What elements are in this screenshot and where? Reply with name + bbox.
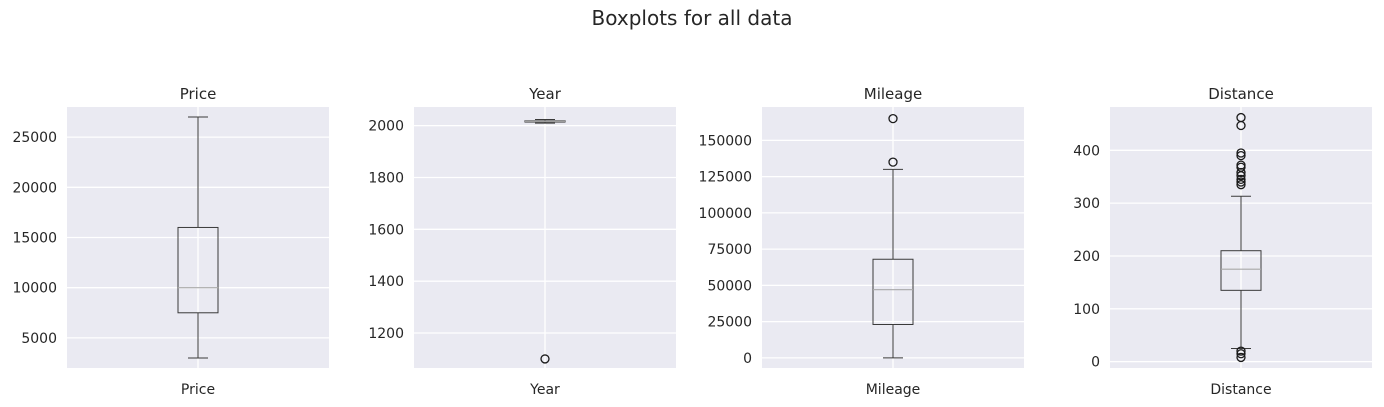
y-tick-label: 125000 (699, 170, 752, 186)
y-tick-label: 75000 (707, 242, 752, 258)
outlier-point (1236, 346, 1246, 356)
box (872, 258, 914, 325)
y-tick-label: 25000 (12, 130, 57, 146)
y-tick-label: 400 (1073, 143, 1100, 159)
y-tick-label: 150000 (699, 133, 752, 149)
outlier-point (1236, 349, 1246, 359)
y-tick-label: 300 (1073, 196, 1100, 212)
figure-title: Boxplots for all data (591, 6, 793, 30)
x-tick-label: Price (181, 382, 215, 398)
outlier-point (540, 354, 550, 364)
panel-title: Mileage (864, 85, 922, 103)
panel-distance: 0 100 200 300 400 Distance Distance (1073, 85, 1372, 398)
panel-title: Year (528, 85, 562, 103)
y-tick-label: 10000 (12, 281, 57, 297)
y-tick-label: 20000 (12, 180, 57, 196)
outlier-point (1236, 174, 1246, 185)
y-tick-label: 1800 (368, 170, 404, 186)
outlier-point (1236, 180, 1246, 190)
y-tick-label: 50000 (707, 278, 752, 294)
outlier-point (888, 113, 898, 124)
y-tick-label: 1200 (368, 326, 404, 342)
y-tick-label: 5000 (21, 331, 57, 347)
outlier-point (888, 157, 898, 167)
y-tick-label: 15000 (12, 231, 57, 247)
outlier-point (1236, 352, 1246, 363)
y-tick-label: 100 (1073, 302, 1100, 318)
outlier-point (1236, 177, 1246, 187)
y-tick-label: 1600 (368, 222, 404, 238)
box (177, 226, 219, 314)
y-tick-label: 100000 (699, 206, 752, 222)
panel-price: 5000 10000 15000 20000 25000 Price Price (12, 85, 329, 398)
outlier-point (1236, 120, 1246, 131)
y-tick-label: 200 (1073, 249, 1100, 265)
outlier-point (1236, 150, 1246, 161)
panel-mileage: 0 25000 50000 75000 100000 125000 150000 Mileag… (699, 85, 1024, 398)
outlier-point (1236, 171, 1246, 181)
y-tick-label: 0 (743, 351, 752, 367)
y-tick-label: 2000 (368, 119, 404, 135)
panel-year: 1200 1400 1600 1800 2000 Year Year (368, 85, 676, 398)
outlier-point (1236, 167, 1246, 178)
y-tick-label: 1400 (368, 274, 404, 290)
panel-title: Distance (1208, 85, 1274, 103)
x-tick-label: Year (529, 382, 560, 398)
panel-title: Price (180, 85, 217, 103)
y-tick-label: 0 (1091, 355, 1100, 371)
y-tick-label: 25000 (707, 315, 752, 331)
x-tick-label: Mileage (866, 382, 921, 398)
outlier-point (1236, 148, 1246, 158)
box (1220, 250, 1262, 291)
x-tick-label: Distance (1210, 382, 1271, 398)
